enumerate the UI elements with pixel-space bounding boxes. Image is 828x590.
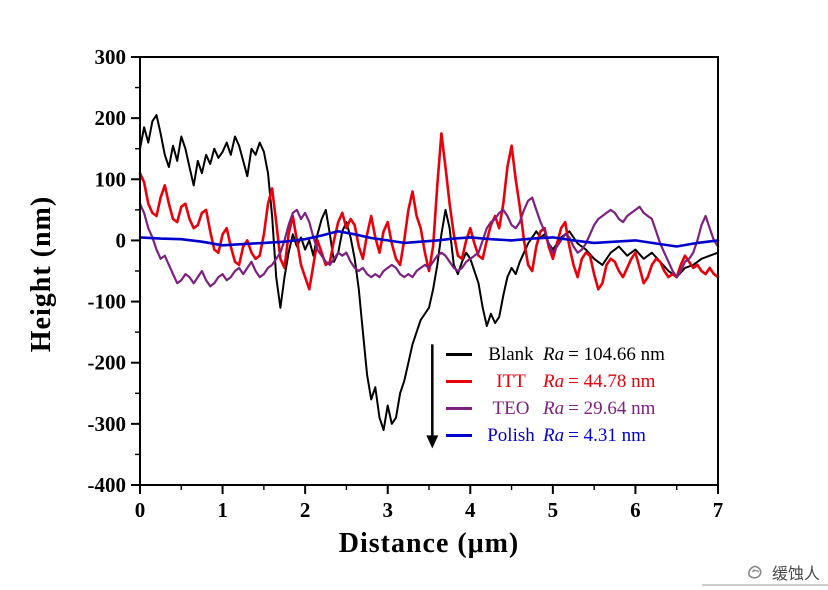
x-axis-label: Distance (μm) bbox=[338, 528, 520, 559]
watermark-text: 缓蚀人 bbox=[771, 566, 820, 583]
legend-series-name: Polish bbox=[487, 424, 535, 446]
watermark-divider bbox=[702, 584, 828, 586]
legend-item-teo: TEO Ra = 29.64 nm bbox=[446, 398, 665, 419]
legend-swatch-teo bbox=[446, 407, 472, 410]
y-tick-label: 200 bbox=[95, 106, 127, 130]
x-tick-label: 3 bbox=[382, 498, 393, 522]
x-tick-label: 0 bbox=[135, 498, 146, 522]
y-tick-label: 300 bbox=[95, 45, 127, 69]
y-tick-label: -100 bbox=[88, 290, 127, 314]
series-line-itt bbox=[138, 132, 720, 291]
x-tick-label: 4 bbox=[465, 498, 476, 522]
legend-series-name: Blank bbox=[488, 343, 534, 365]
x-tick-label: 6 bbox=[630, 498, 641, 522]
x-tick-label: 5 bbox=[548, 498, 559, 522]
x-tick-label: 2 bbox=[300, 498, 311, 522]
y-tick-label: 0 bbox=[116, 228, 127, 252]
watermark: 缓蚀人 bbox=[745, 560, 820, 584]
x-tick-label: 7 bbox=[713, 498, 724, 522]
legend-ra-value: Ra = 44.78 nm bbox=[543, 370, 656, 392]
watermark-logo-icon bbox=[748, 565, 762, 579]
legend-ra-value: Ra = 104.66 nm bbox=[543, 343, 665, 365]
legend-item-blank: Blank Ra = 104.66 nm bbox=[446, 344, 665, 365]
y-tick-label: -400 bbox=[88, 473, 127, 497]
legend-ra-value: Ra = 29.64 nm bbox=[543, 397, 656, 419]
legend-series-name: TEO bbox=[492, 397, 530, 419]
legend-swatch-polish bbox=[446, 434, 472, 437]
legend-ra-value: Ra = 4.31 nm bbox=[543, 424, 646, 446]
series-line-polish bbox=[138, 230, 720, 248]
series-line-teo bbox=[138, 196, 720, 288]
legend-swatch-itt bbox=[446, 380, 472, 383]
series-line-blank bbox=[139, 114, 719, 431]
legend-item-polish: Polish Ra = 4.31 nm bbox=[446, 425, 665, 446]
plot-frame bbox=[139, 56, 719, 486]
x-tick-label: 1 bbox=[217, 498, 228, 522]
legend-series-name: ITT bbox=[496, 370, 526, 392]
y-axis-label: Height (nm) bbox=[26, 195, 57, 353]
y-tick-label: 100 bbox=[95, 167, 127, 191]
y-tick-label: -300 bbox=[88, 412, 127, 436]
arrow-down-icon bbox=[426, 435, 439, 449]
y-tick-label: -200 bbox=[88, 351, 127, 375]
legend-swatch-blank bbox=[446, 353, 472, 356]
legend-item-itt: ITT Ra = 44.78 nm bbox=[446, 371, 665, 392]
legend: Blank Ra = 104.66 nm ITT Ra = 44.78 nm TEO Ra = … bbox=[446, 344, 665, 446]
